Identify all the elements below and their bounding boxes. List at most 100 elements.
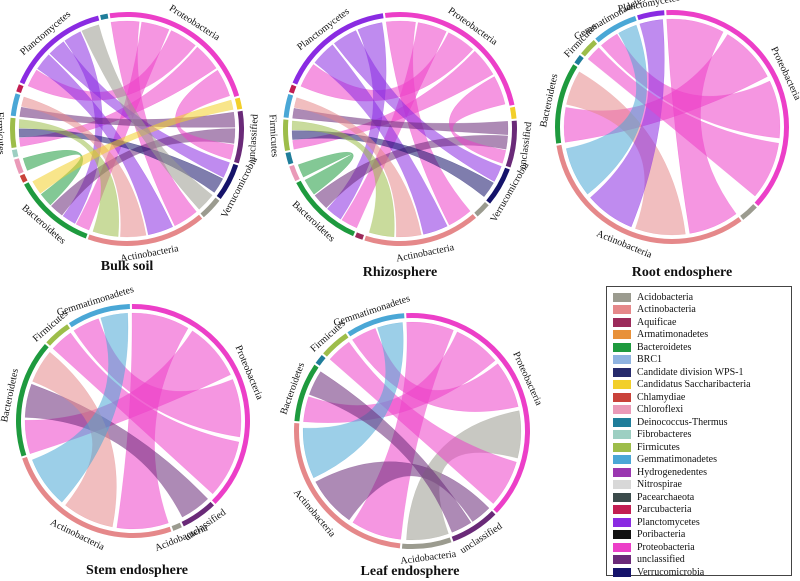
legend-item-firmicutes: Firmicutes [613,441,791,454]
ribbon-proteobacteria-to-gemmatimonadetes [352,328,519,412]
sector-inner-ring [170,519,179,524]
sector-inner-ring [296,163,303,178]
sector-inner-ring [198,195,214,212]
legend-label: Fibrobacteres [637,429,692,441]
sector-inner-ring [23,87,27,95]
sector-arc-candidatus-saccharibacteria [234,97,243,110]
sector-arc-actinobacteria [364,214,477,246]
sector-arc-proteobacteria [109,12,240,97]
sector-label-firmicutes: Firmicutes [0,112,6,155]
ribbon-proteobacteria-to-unclassified [448,76,507,164]
legend-item-candidate-division-wps-1: Candidate division WPS-1 [613,366,791,379]
legend-swatch [613,555,631,565]
ribbon-unclassified-to-bacteroidetes [24,383,209,518]
sector-arc-verrucomicrobia [216,163,239,200]
sector-inner-ring [666,17,782,202]
sector-inner-ring [110,19,233,99]
legend-item-unclassified: unclassified [613,554,791,567]
legend-label: Bacteroidetes [637,341,692,353]
legend-item-chloroflexi: Chloroflexi [613,404,791,417]
ribbon-planctomycetes-to-actinobacteria [589,19,665,228]
legend-swatch [613,530,631,540]
sector-inner-ring [450,508,491,535]
sector-arc-gemmatimonadetes [347,313,405,337]
panel-title: Bulk soil [100,259,154,274]
legend-swatch [613,442,631,452]
legend-item-fibrobacteres: Fibrobacteres [613,429,791,442]
sector-inner-ring [296,87,300,95]
panel-title: Stem endosphere [85,563,189,578]
ribbon-firmicutes-to-actinobacteria [18,119,120,237]
legend-label: Pacearchaeota [637,491,695,503]
ribbon-proteobacteria-to-firmicutes [587,47,780,197]
sector-arc-gemmatimonadetes [10,93,21,117]
legend-swatch [613,292,631,302]
legend-swatch [613,405,631,415]
ribbon-proteobacteria-to-gemmatimonadetes [73,318,242,438]
sector-arc-actinobacteria [556,144,742,245]
legend-swatch [613,342,631,352]
chord-diagram-rhizosphere: ProteobacteriaunclassifiedVerrucomicrobi… [267,5,535,264]
sector-inner-ring [321,359,329,368]
legend-label: Hydrogenedentes [637,466,707,478]
sector-inner-ring [101,20,109,24]
sector-arc-bacteroidetes [294,364,319,422]
sector-inner-ring [17,118,21,147]
sector-inner-ring [231,99,235,111]
sector-arc-verrucomicrobia [486,167,510,204]
sector-inner-ring [328,339,351,360]
legend-label: Parcubacteria [637,504,692,516]
sector-arc-parcubacteria [288,84,297,94]
ribbon-actinobacteria-to-gemmatimonadetes [21,96,147,238]
sector-inner-ring [21,157,27,172]
sector-arc-bacteroidetes [15,344,49,457]
sector-inner-ring [402,534,449,542]
sector-inner-ring [502,121,510,166]
panel-title: Rhizosphere [362,265,438,280]
legend-label: Proteobacteria [637,541,695,553]
sector-arc-deinococcus-thermus [285,152,294,165]
legend-swatch [613,505,631,515]
sector-inner-ring [26,22,101,86]
sector-inner-ring [26,172,31,180]
sector-inner-ring [19,148,22,156]
sector-inner-ring [366,211,472,239]
legend-swatch [613,517,631,527]
legend-item-planctomycetes: Planctomycetes [613,516,791,529]
legend-label: Chloroflexi [637,404,684,416]
ribbon-actinobacteria-to-gemmatimonadetes [293,97,422,238]
sector-arc-unclassified [505,120,517,168]
sector-arc-chloroflexi [289,164,300,182]
legend-label: Verrucomicrobia [637,566,705,578]
legend-item-verrucomicrobia: Verrucomicrobia [613,566,791,579]
sector-arc-firmicutes [283,119,290,151]
ribbon-planctomycetes-to-actinobacteria [37,54,174,236]
sector-arc-deinococcus-thermus [100,13,109,21]
sector-inner-ring [30,180,89,232]
legend-item-gemmatimonadetes: Gemmatimonadetes [613,454,791,467]
ribbon-gemmatimonadetes-to-actinobacteria [302,322,404,479]
legend-label: Candidatus Saccharibacteria [637,379,751,391]
sector-arc-acidobacteria [401,537,452,549]
sector-inner-ring [301,423,401,542]
legend-item-bacteroidetes: Bacteroidetes [613,341,791,354]
sector-inner-ring [586,45,600,59]
sector-inner-ring [90,212,198,239]
chord-diagram-stem-endosphere: ProteobacteriaunclassifiedAcidobacteriaA… [0,284,265,554]
legend-label: Nitrospirae [637,479,682,491]
ribbon-planctomycetes-to-bacteroidetes [326,22,387,220]
ribbon-planctomycetes-to-verrucomicrobia [49,41,230,178]
sector-arc-chloroflexi [14,158,24,174]
sector-arc-acidobacteria [474,201,489,217]
sector-arc-deinococcus-thermus [315,354,326,366]
sector-arc-gemmatimonadetes [595,15,637,43]
sector-arc-firmicutes [323,333,349,357]
sector-arc-deinococcus-thermus [574,55,584,66]
ribbon-unclassified-to-bacteroidetes [308,371,472,533]
sector-inner-ring [406,320,523,508]
legend-swatch [613,455,631,465]
sector-arc-candidatus-saccharibacteria [509,106,517,119]
sector-arc-proteobacteria [384,12,515,106]
ribbon-group [18,20,236,238]
